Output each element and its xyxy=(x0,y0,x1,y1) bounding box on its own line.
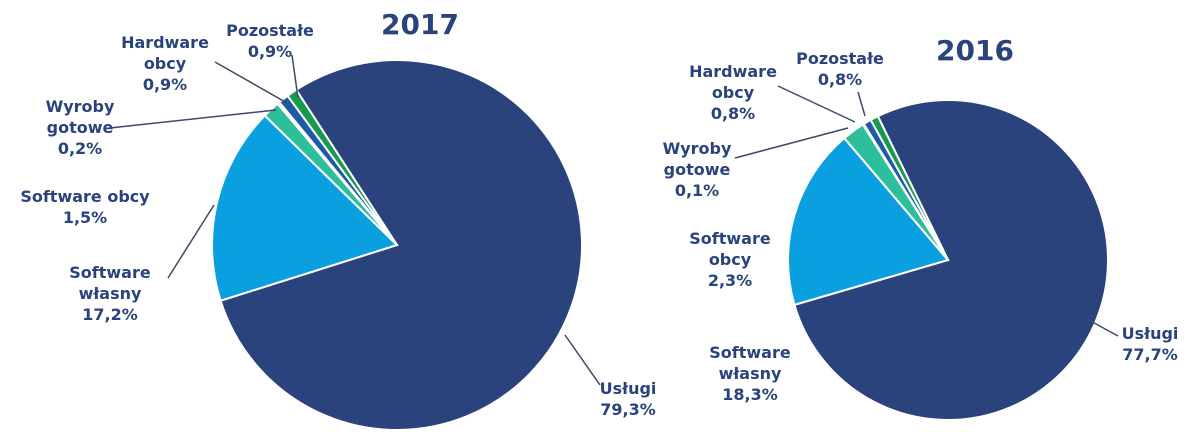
slice-name: Pozostałe xyxy=(796,49,884,68)
pie-slice xyxy=(869,114,949,261)
leader-line xyxy=(1084,317,1119,337)
slice-value: 0,1% xyxy=(674,181,720,200)
pie-slice xyxy=(219,59,583,431)
leader-line xyxy=(857,91,866,117)
slice-name: Software własny xyxy=(69,263,151,303)
slice-name: Hardware obcy xyxy=(689,62,777,102)
slice-name: Software obcy xyxy=(689,229,771,269)
slice-name: Usługi xyxy=(1121,324,1179,343)
slice-value: 0,9% xyxy=(142,75,188,94)
slice-value: 79,3% xyxy=(600,400,656,419)
chart-title: 2017 xyxy=(381,8,459,41)
leader-line xyxy=(214,61,288,104)
slice-value: 18,3% xyxy=(722,385,778,404)
slice-value: 77,7% xyxy=(1122,345,1178,364)
slice-name: Hardware obcy xyxy=(121,33,209,73)
slice-name: Usługi xyxy=(599,379,657,398)
pie-slice xyxy=(787,136,950,307)
leader-line xyxy=(564,334,601,386)
slice-value: 0,8% xyxy=(817,70,863,89)
leader-line xyxy=(291,54,299,99)
slice-name: Pozostałe xyxy=(226,21,314,40)
slice-name: Software obcy xyxy=(20,187,150,206)
leader-line xyxy=(167,204,215,279)
slice-name: Wyroby gotowe xyxy=(45,97,115,137)
leader-line xyxy=(734,127,849,159)
slice-name: Wyroby gotowe xyxy=(662,139,732,179)
slice-value: 0,9% xyxy=(247,42,293,61)
slice-value: 17,2% xyxy=(82,305,138,324)
slice-value: 1,5% xyxy=(62,208,108,227)
slice-value: 0,2% xyxy=(57,139,103,158)
slice-value: 2,3% xyxy=(707,271,753,290)
pie-slice xyxy=(211,114,399,302)
slice-name: Software własny xyxy=(709,343,791,383)
chart-title: 2016 xyxy=(936,34,1014,67)
slice-value: 0,8% xyxy=(710,104,756,123)
leader-line xyxy=(777,85,856,123)
pie-slice xyxy=(793,99,1109,421)
leader-line xyxy=(109,109,277,129)
